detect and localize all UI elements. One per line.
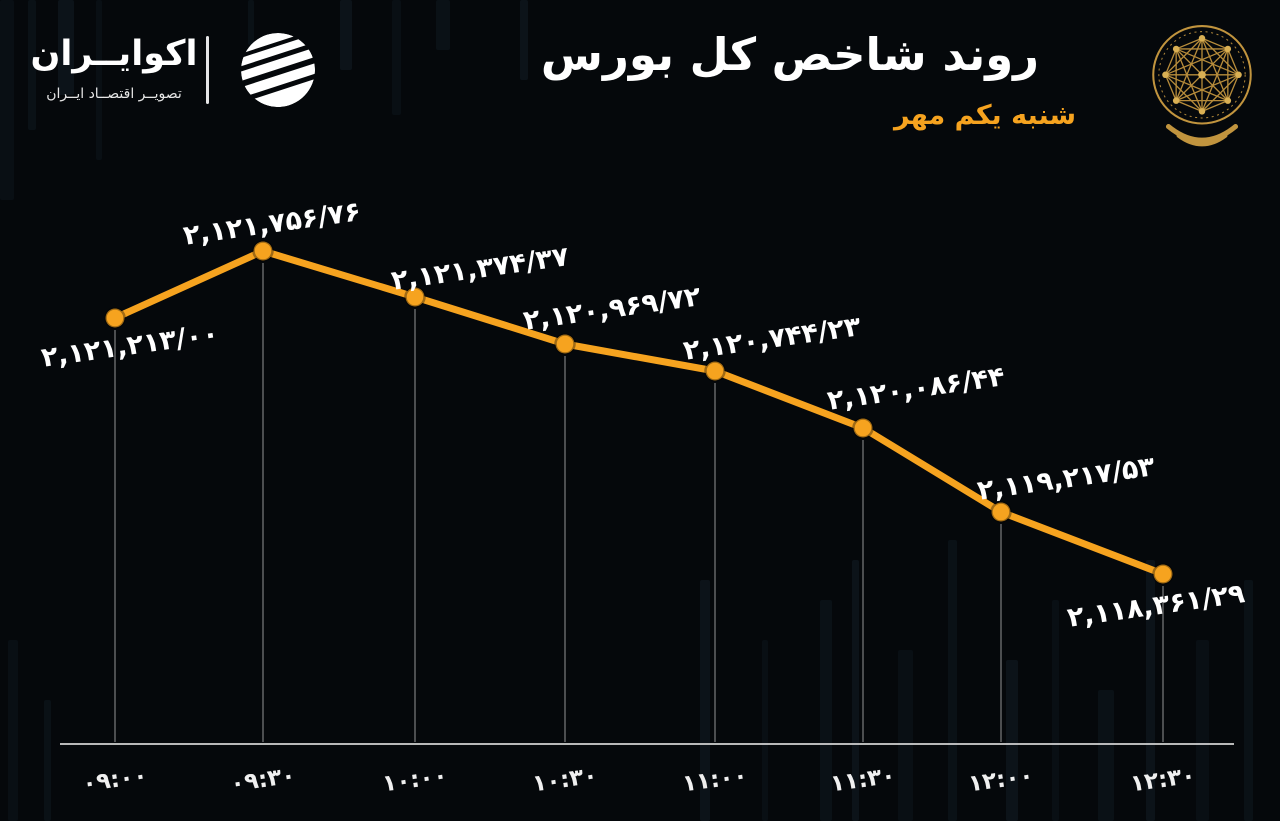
chart-point [104,307,126,329]
background-bar [700,580,710,821]
bourse-emblem-icon [1152,25,1252,147]
page-title: روند شاخص کل بورس [540,28,1040,81]
background-bar [8,640,18,821]
chart-point [252,240,274,262]
chart-point [852,417,874,439]
background-bar [340,0,352,70]
background-bar [762,640,768,821]
chart-point [704,360,726,382]
brand-divider [206,36,209,104]
background-bar [436,0,450,50]
background-bar [820,600,832,821]
background-bar [96,0,102,160]
background-bar [1098,690,1114,821]
background-bar [248,0,254,45]
chart-point [404,286,426,308]
background-bar [1146,560,1155,821]
background-bar [392,0,401,115]
background-bar [898,650,913,821]
background-bar [852,560,859,821]
chart-point [554,333,576,355]
background-bar [1196,640,1209,821]
chart-line [111,247,1167,578]
background-bar [1244,580,1253,821]
background-bar [0,0,14,200]
background-bar [948,540,957,821]
background-bar [28,0,36,130]
ecoiran-globe-icon [241,33,315,107]
background-bar [1006,660,1018,821]
background-bar [1052,600,1059,821]
background-bar [44,700,51,821]
chart-point [1152,563,1174,585]
background-bar [520,0,528,80]
background-bar [58,0,74,95]
chart-point [990,501,1012,523]
brand-tagline: تصویــر اقتصــاد ایــران [46,86,182,102]
brand-wordmark: اکوایــران [30,34,198,74]
page-subtitle: شنبه یکم مهر [893,100,1077,131]
